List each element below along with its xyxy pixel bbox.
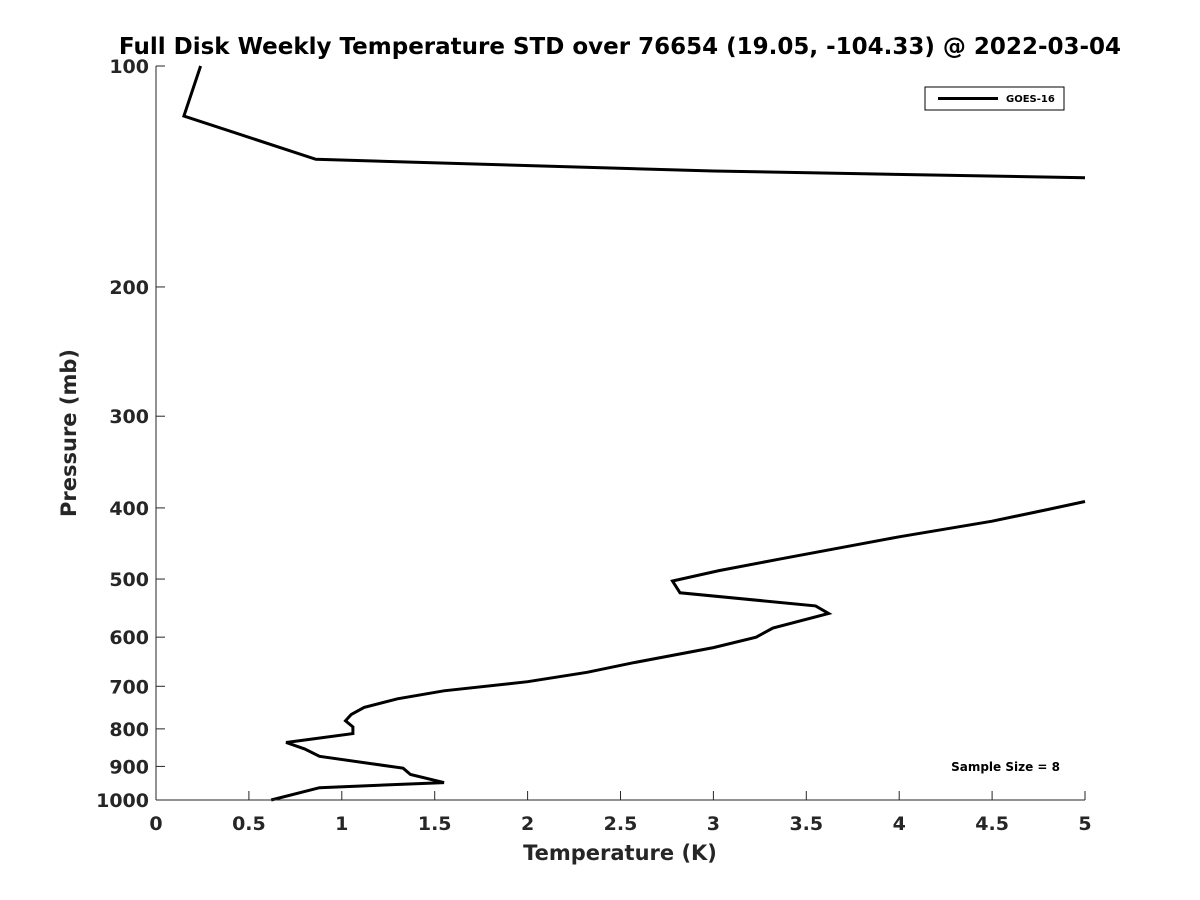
x-tick-label: 5 xyxy=(1078,813,1091,835)
plot-area xyxy=(155,65,1086,802)
x-tick-label: 1.5 xyxy=(418,813,452,835)
y-tick-label: 700 xyxy=(109,676,149,698)
x-tick-label: 2.5 xyxy=(604,813,638,835)
x-axis: 0 0.5 1 1.5 2 2.5 3 3.5 4 4.5 5 xyxy=(149,791,1092,835)
x-tick-label: 2 xyxy=(521,813,534,835)
y-axis: 100 200 300 400 500 600 700 800 900 1000 xyxy=(96,56,165,812)
x-tick-label: 3 xyxy=(707,813,720,835)
chart-title: Full Disk Weekly Temperature STD over 76… xyxy=(119,34,1121,60)
x-tick-label: 3.5 xyxy=(789,813,823,835)
series-line-goes16-segment-0 xyxy=(181,65,1086,180)
y-tick-label: 300 xyxy=(109,406,149,428)
x-tick-label: 4.5 xyxy=(975,813,1009,835)
y-tick-label: 1000 xyxy=(96,790,149,812)
y-tick-label: 200 xyxy=(109,277,149,299)
y-tick-label: 800 xyxy=(109,719,149,741)
y-tick-label: 900 xyxy=(109,756,149,778)
legend: GOES-16 xyxy=(924,86,1065,111)
x-tick-label: 4 xyxy=(893,813,906,835)
y-tick-label: 600 xyxy=(109,627,149,649)
x-tick-label: 0.5 xyxy=(232,813,266,835)
legend-label-goes16: GOES-16 xyxy=(1006,94,1055,105)
series-line-goes16-segment-1 xyxy=(270,500,1086,802)
y-axis-label: Pressure (mb) xyxy=(57,349,81,517)
x-tick-label: 0 xyxy=(149,813,162,835)
x-axis-label: Temperature (K) xyxy=(523,841,717,865)
y-tick-label: 400 xyxy=(109,498,149,520)
sample-size-annotation: Sample Size = 8 xyxy=(951,760,1060,774)
y-tick-label: 500 xyxy=(109,569,149,591)
x-tick-label: 1 xyxy=(335,813,348,835)
y-tick-label: 100 xyxy=(109,56,149,78)
